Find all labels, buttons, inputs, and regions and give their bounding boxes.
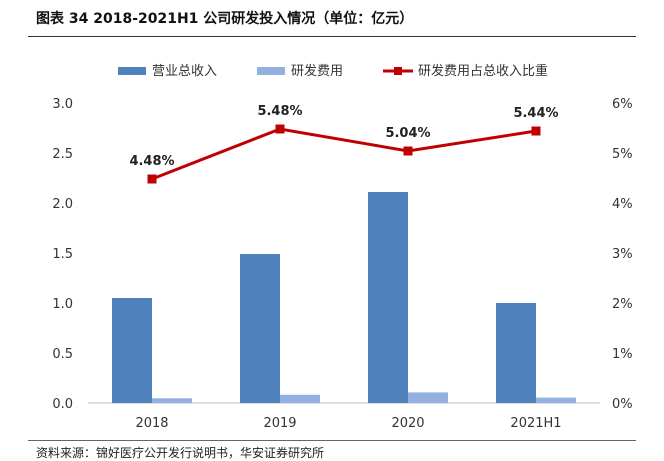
legend-swatch xyxy=(118,67,146,75)
y-right-tick-label: 0% xyxy=(612,397,633,412)
y-left-tick-label: 2.0 xyxy=(52,197,73,212)
legend-label: 营业总收入 xyxy=(152,64,217,79)
y-left-tick-label: 1.0 xyxy=(52,297,73,312)
title-divider xyxy=(28,36,636,37)
ratio-point xyxy=(147,174,157,184)
bars xyxy=(112,192,576,403)
y-right-tick-label: 1% xyxy=(612,347,633,362)
legend-item-3: 研发费用占总收入比重 xyxy=(383,63,548,79)
ratio-data-label: 5.48% xyxy=(257,104,302,119)
ratio-point xyxy=(275,124,285,134)
chart-title: 图表 34 2018-2021H1 公司研发投入情况（单位：亿元） xyxy=(36,11,414,27)
rd-expense-bar xyxy=(152,398,192,403)
x-tick-label: 2021H1 xyxy=(510,416,561,431)
x-tick-label: 2018 xyxy=(135,416,168,431)
revenue-bar xyxy=(112,298,152,403)
y-right-tick-label: 4% xyxy=(612,197,633,212)
y-right-tick-label: 5% xyxy=(612,147,633,162)
legend: 营业总收入 研发费用 研发费用占总收入比重 xyxy=(118,63,548,79)
rd-expense-bar xyxy=(536,397,576,403)
y-left-tick-label: 2.5 xyxy=(52,147,73,162)
y-left-tick-label: 1.5 xyxy=(52,247,73,262)
ratio-line: 4.48% 5.48% 5.04% 5.44% xyxy=(129,104,559,184)
y-right-tick-label: 6% xyxy=(612,97,633,112)
axes: 0.0 0.5 1.0 1.5 2.0 2.5 3.0 0% 1% 2% 3% 4% 5% 6% 2018 2… xyxy=(52,97,632,431)
y-right-tick-label: 3% xyxy=(612,247,633,262)
footer-divider xyxy=(28,440,636,441)
y-left-tick-label: 0.5 xyxy=(52,347,73,362)
revenue-bar xyxy=(240,254,280,403)
legend-marker xyxy=(394,67,402,75)
y-right-tick-label: 2% xyxy=(612,297,633,312)
legend-label: 研发费用占总收入比重 xyxy=(418,63,548,79)
x-tick-label: 2020 xyxy=(391,416,424,431)
ratio-data-label: 5.04% xyxy=(385,126,430,141)
legend-swatch xyxy=(257,67,285,75)
ratio-point xyxy=(403,146,413,156)
y-left-tick-label: 3.0 xyxy=(52,97,73,112)
source-note: 资料来源：锦好医疗公开发行说明书，华安证券研究所 xyxy=(36,446,325,460)
rd-expense-bar xyxy=(280,394,320,403)
ratio-line-path xyxy=(151,127,537,181)
y-left-tick-label: 0.0 xyxy=(52,397,73,412)
legend-item-1: 营业总收入 xyxy=(118,64,217,79)
x-tick-label: 2019 xyxy=(263,416,296,431)
revenue-bar xyxy=(368,192,408,403)
ratio-data-label: 5.44% xyxy=(513,106,558,121)
legend-item-2: 研发费用 xyxy=(257,63,343,79)
rd-expense-bar xyxy=(408,392,448,403)
legend-label: 研发费用 xyxy=(291,63,343,79)
ratio-point xyxy=(531,126,541,136)
ratio-data-label: 4.48% xyxy=(129,154,174,169)
revenue-bar xyxy=(496,303,536,403)
